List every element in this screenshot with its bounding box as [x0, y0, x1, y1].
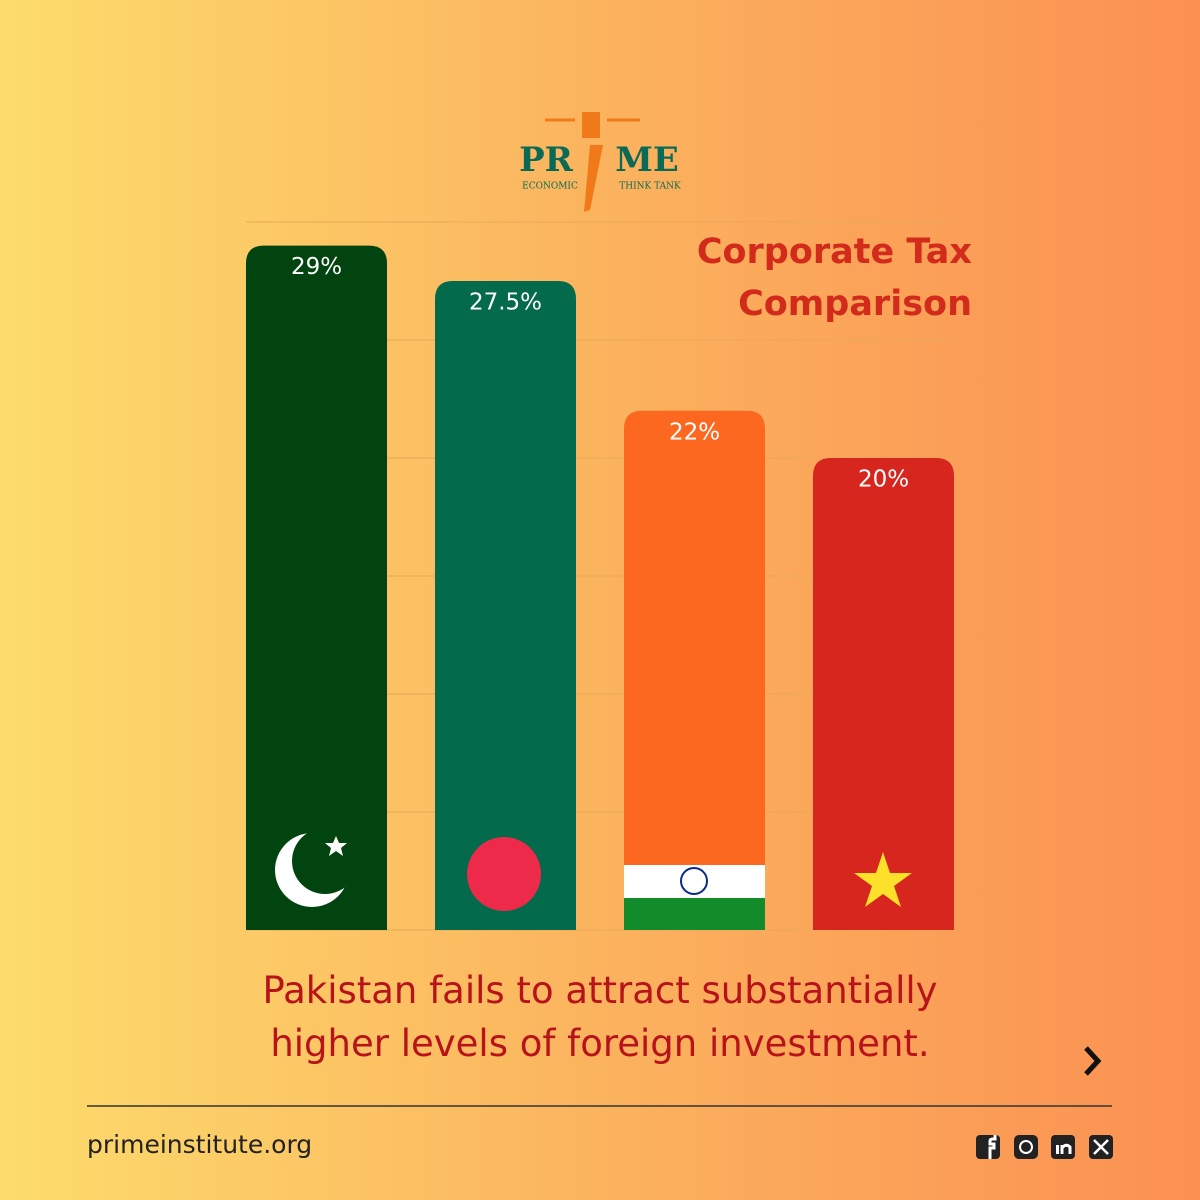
website[interactable]: primeinstitute.org	[87, 1130, 312, 1159]
value-label: 22%	[669, 419, 720, 445]
logo-mark	[582, 112, 600, 138]
flag-star	[854, 852, 912, 907]
facebook-icon[interactable]	[976, 1135, 1000, 1159]
logo-subtext: ECONOMIC	[522, 182, 578, 192]
bar	[813, 458, 954, 930]
logo-mark	[584, 145, 603, 212]
logo-text: ME	[615, 140, 679, 180]
flag-wheel	[680, 867, 708, 895]
value-label: 27.5%	[469, 290, 542, 316]
logo: PR ME ECONOMIC THINK TANK	[519, 112, 681, 212]
flag-band	[624, 898, 765, 930]
bar	[624, 410, 765, 930]
x-glyph	[1093, 1139, 1109, 1155]
linkedin-glyph	[1056, 1145, 1059, 1154]
flag-crescent	[292, 828, 358, 894]
logo-text: PR	[519, 140, 574, 180]
bar	[435, 281, 576, 930]
facebook-glyph	[988, 1135, 997, 1159]
value-label: 20%	[858, 467, 909, 493]
flag-star	[325, 836, 347, 856]
caption: Pakistan fails to attract substantially …	[262, 969, 938, 1065]
logo-subtext: THINK TANK	[619, 182, 681, 192]
chart-title: Corporate Tax Comparison	[696, 232, 972, 324]
flag-disc	[467, 837, 541, 911]
linkedin-glyph	[1060, 1143, 1072, 1154]
instagram-icon[interactable]	[1014, 1135, 1038, 1159]
bar	[246, 245, 387, 931]
social-icons[interactable]	[976, 1135, 1113, 1159]
next-arrow[interactable]	[1084, 1046, 1102, 1076]
flag-band	[624, 865, 765, 898]
instagram-glyph	[1019, 1140, 1033, 1154]
value-label: 29%	[291, 254, 342, 280]
flags	[275, 828, 912, 930]
